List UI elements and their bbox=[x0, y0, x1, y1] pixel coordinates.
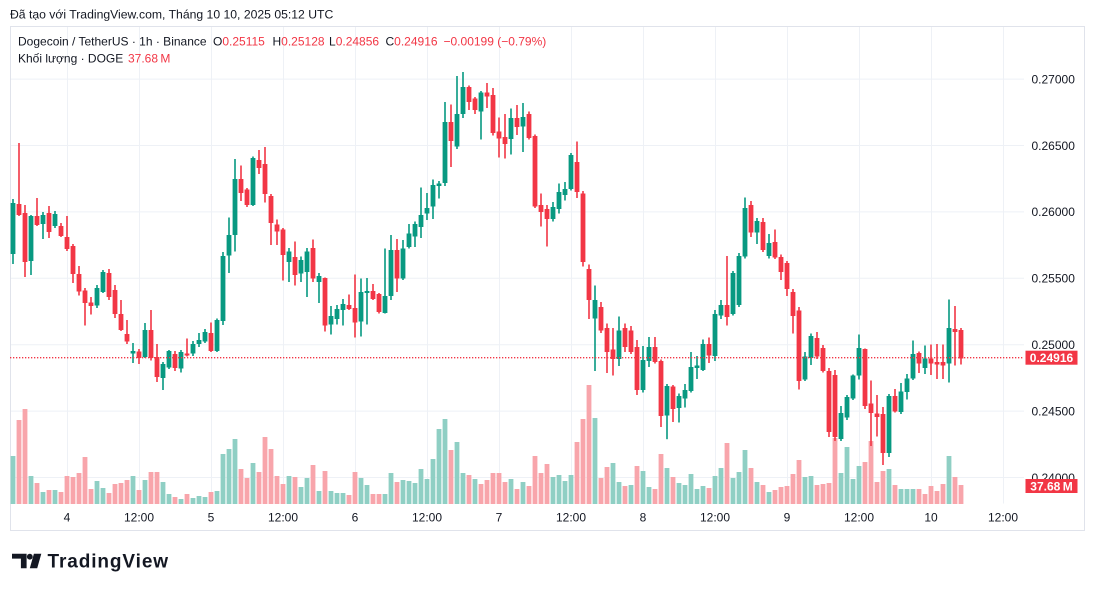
svg-text:L0.24856: L0.24856 bbox=[329, 35, 379, 49]
svg-text:12:00: 12:00 bbox=[412, 511, 442, 525]
svg-text:C0.24916: C0.24916 bbox=[386, 35, 438, 49]
svg-text:12:00: 12:00 bbox=[700, 511, 730, 525]
svg-text:7: 7 bbox=[496, 511, 503, 525]
svg-text:9: 9 bbox=[784, 511, 791, 525]
svg-text:12:00: 12:00 bbox=[844, 511, 874, 525]
svg-text:0.27000: 0.27000 bbox=[1032, 72, 1076, 86]
svg-text:0.26000: 0.26000 bbox=[1032, 205, 1076, 219]
svg-text:0.26500: 0.26500 bbox=[1032, 139, 1076, 153]
svg-text:37.68 M: 37.68 M bbox=[1030, 480, 1072, 494]
svg-text:37.68 M: 37.68 M bbox=[128, 52, 170, 66]
svg-text:TradingView: TradingView bbox=[48, 551, 169, 572]
svg-text:12:00: 12:00 bbox=[124, 511, 154, 525]
svg-text:Khối lượng · DOGE: Khối lượng · DOGE bbox=[18, 52, 123, 66]
svg-text:10: 10 bbox=[924, 511, 938, 525]
svg-text:0.25500: 0.25500 bbox=[1032, 272, 1076, 286]
svg-text:12:00: 12:00 bbox=[268, 511, 298, 525]
svg-text:0.25000: 0.25000 bbox=[1032, 338, 1076, 352]
svg-text:12:00: 12:00 bbox=[988, 511, 1018, 525]
svg-text:Đã tạo với TradingView.com, Th: Đã tạo với TradingView.com, Tháng 10 10,… bbox=[10, 7, 333, 21]
svg-text:6: 6 bbox=[352, 511, 359, 525]
svg-text:4: 4 bbox=[64, 511, 71, 525]
svg-text:12:00: 12:00 bbox=[556, 511, 586, 525]
svg-text:0.24500: 0.24500 bbox=[1032, 404, 1076, 418]
svg-text:8: 8 bbox=[640, 511, 647, 525]
svg-text:0.24916: 0.24916 bbox=[1030, 351, 1074, 365]
svg-text:5: 5 bbox=[208, 511, 215, 525]
svg-text:−0.00199 (−0.79%): −0.00199 (−0.79%) bbox=[444, 35, 547, 49]
svg-text:O0.25115: O0.25115 bbox=[213, 35, 265, 49]
svg-text:H0.25128: H0.25128 bbox=[273, 35, 325, 49]
svg-text:Dogecoin / TetherUS · 1h · Bin: Dogecoin / TetherUS · 1h · Binance bbox=[18, 35, 207, 49]
